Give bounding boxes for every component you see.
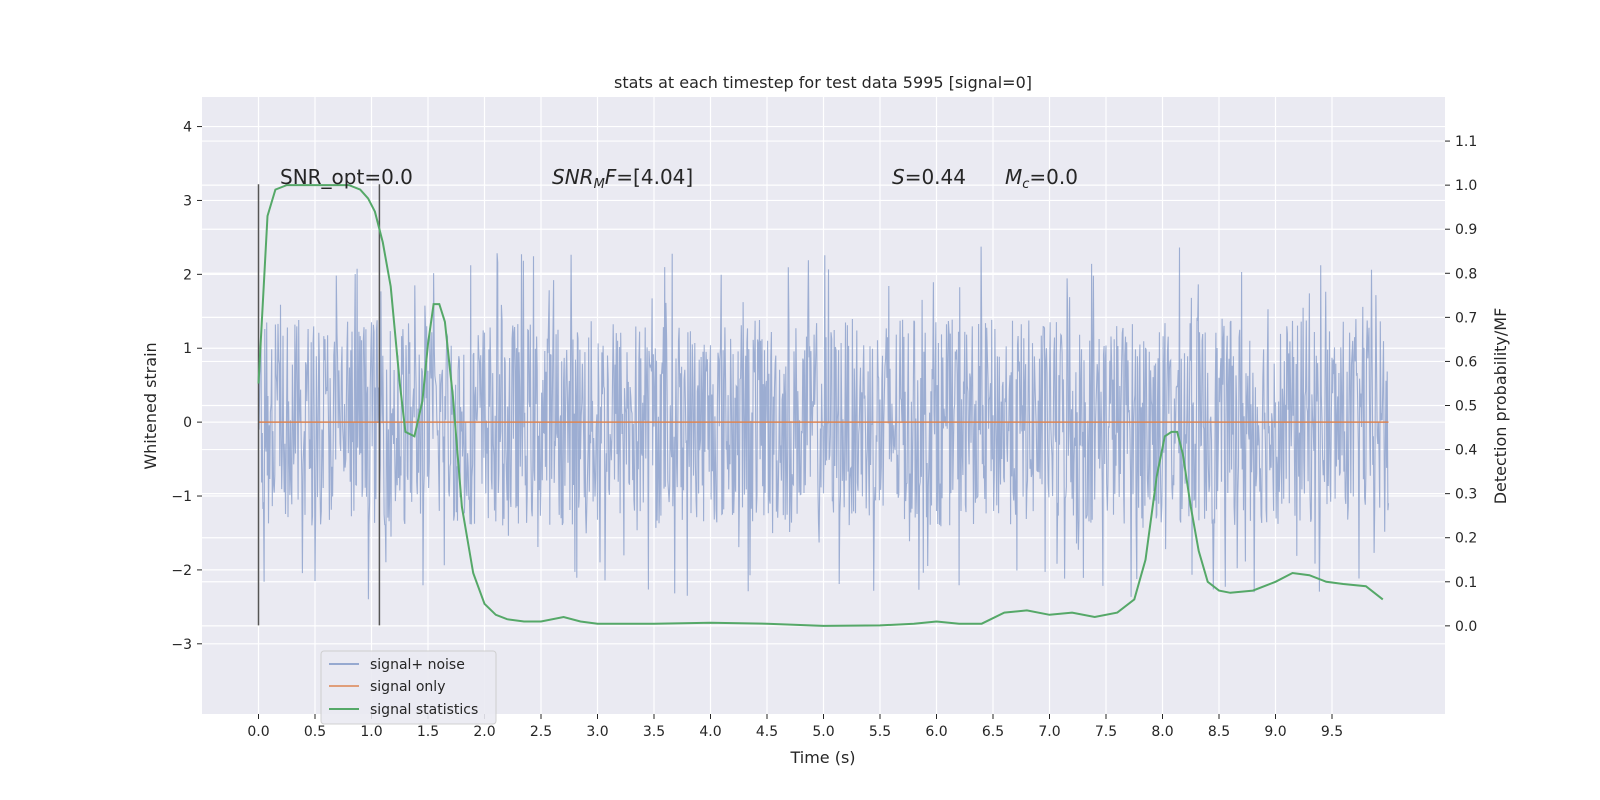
snr-mf-italic: F bbox=[605, 165, 617, 189]
y-tick-label: −3 bbox=[171, 637, 192, 653]
x-tick-label: 4.0 bbox=[699, 724, 721, 740]
mc-base: M bbox=[1005, 165, 1022, 189]
right-y-tick-label: 0.6 bbox=[1455, 354, 1477, 370]
x-tick-label: 7.0 bbox=[1038, 724, 1060, 740]
x-tick-labels: 0.0 0.5 1.0 1.5 2.0 2.5 3.0 3.5 4.0 4.5 5.0 5.5 6.0 6… bbox=[247, 714, 1343, 740]
x-tick-label: 3.5 bbox=[643, 724, 665, 740]
x-tick-label: 1.5 bbox=[417, 724, 439, 740]
snr-mf-base: SNR bbox=[552, 165, 594, 189]
y-tick-label: 1 bbox=[183, 341, 192, 357]
right-y-tick-label: 0.7 bbox=[1455, 310, 1477, 326]
y-axis-label: Whitened strain bbox=[141, 342, 160, 469]
legend: signal+ noise signal only signal statist… bbox=[320, 650, 497, 725]
x-tick-label: 1.0 bbox=[360, 724, 382, 740]
legend-label-signal-plus-noise: signal+ noise bbox=[370, 657, 465, 673]
x-tick-label: 3.0 bbox=[586, 724, 608, 740]
x-tick-label: 4.5 bbox=[756, 724, 778, 740]
chart-title: stats at each timestep for test data 599… bbox=[614, 73, 1032, 92]
x-tick-label: 6.0 bbox=[925, 724, 947, 740]
right-y-tick-label: 0.4 bbox=[1455, 443, 1477, 459]
x-tick-label: 8.5 bbox=[1208, 724, 1230, 740]
y-tick-labels: −3 −2 −1 0 1 2 3 4 bbox=[171, 120, 202, 653]
x-tick-label: 0.0 bbox=[247, 724, 269, 740]
right-y-tick-label: 1.0 bbox=[1455, 178, 1477, 194]
annotation-mc: Mc=0.0 bbox=[1005, 165, 1078, 192]
x-tick-label: 2.5 bbox=[530, 724, 552, 740]
s-value: =0.44 bbox=[905, 165, 966, 189]
legend-box bbox=[320, 650, 497, 725]
right-y-tick-labels: 0.0 0.1 0.2 0.3 0.4 0.5 0.6 0.7 0.8 0.9 1.0 1.1 bbox=[1445, 134, 1477, 635]
annotation-snr-mf: SNRMF=[4.04] bbox=[552, 165, 693, 192]
mc-value: =0.0 bbox=[1029, 165, 1078, 189]
x-tick-label: 0.5 bbox=[304, 724, 326, 740]
right-y-tick-label: 1.1 bbox=[1455, 134, 1477, 150]
y-tick-label: 2 bbox=[183, 267, 192, 283]
mc-sub: c bbox=[1022, 177, 1029, 192]
x-tick-label: 9.0 bbox=[1264, 724, 1286, 740]
y-tick-label: −2 bbox=[171, 563, 192, 579]
marker-lines bbox=[257, 184, 381, 626]
annotation-snr-opt: SNR_opt=0.0 bbox=[280, 165, 413, 189]
snr-mf-value: =[4.04] bbox=[616, 165, 693, 189]
right-y-tick-label: 0.2 bbox=[1455, 531, 1477, 547]
x-tick-label: 8.0 bbox=[1151, 724, 1173, 740]
legend-label-signal-statistics: signal statistics bbox=[370, 702, 478, 718]
snr-mf-sub: M bbox=[594, 177, 605, 192]
right-y-tick-label: 0.9 bbox=[1455, 222, 1477, 238]
right-y-tick-label: 0.8 bbox=[1455, 266, 1477, 282]
x-tick-label: 5.0 bbox=[812, 724, 834, 740]
x-tick-label: 6.5 bbox=[982, 724, 1004, 740]
x-tick-label: 2.0 bbox=[473, 724, 495, 740]
x-tick-label: 9.5 bbox=[1321, 724, 1343, 740]
right-y-gridlines bbox=[202, 140, 1445, 627]
legend-label-signal-only: signal only bbox=[370, 679, 445, 695]
y-tick-label: −1 bbox=[171, 489, 192, 505]
right-y-tick-label: 0.3 bbox=[1455, 487, 1477, 503]
x-tick-label: 5.5 bbox=[869, 724, 891, 740]
right-y-tick-label: 0.5 bbox=[1455, 399, 1477, 415]
x-axis-label: Time (s) bbox=[789, 748, 855, 767]
y-tick-label: 4 bbox=[183, 120, 192, 136]
y-tick-label: 0 bbox=[183, 415, 192, 431]
series-signal-statistics bbox=[257, 184, 1384, 627]
y-tick-label: 3 bbox=[183, 193, 192, 209]
right-y-tick-label: 0.1 bbox=[1455, 575, 1477, 591]
x-tick-label: 7.5 bbox=[1095, 724, 1117, 740]
right-y-axis-label: Detection probability/MF bbox=[1491, 308, 1510, 505]
right-y-tick-label: 0.0 bbox=[1455, 619, 1477, 635]
s-italic: S bbox=[892, 165, 905, 189]
annotation-s: S=0.44 bbox=[892, 165, 966, 189]
